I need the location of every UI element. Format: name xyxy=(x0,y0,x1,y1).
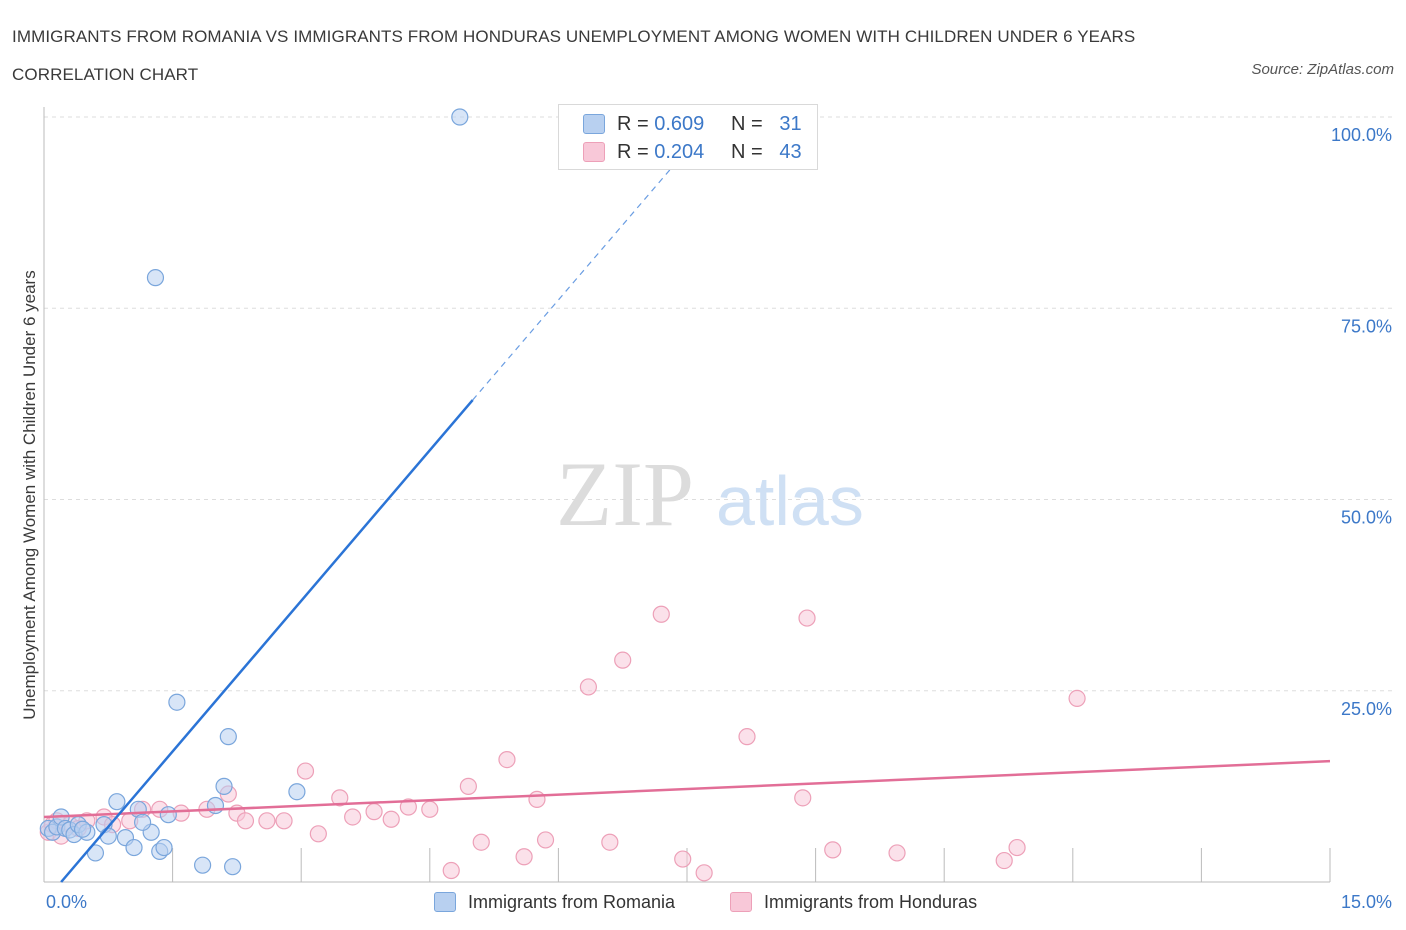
legend-n-value: 43 xyxy=(779,140,802,163)
romania-point xyxy=(451,108,469,126)
legend-r-label: R = xyxy=(617,140,655,163)
legend-n-value: 31 xyxy=(779,112,802,135)
honduras-point xyxy=(652,605,670,623)
honduras-point xyxy=(794,789,812,807)
bottom-legend-romania: Immigrants from Romania xyxy=(434,889,675,915)
bottom-legend-label: Immigrants from Honduras xyxy=(764,891,978,912)
romania-points xyxy=(39,108,469,876)
romania-point xyxy=(194,856,212,874)
legend-r-value: 0.609 xyxy=(654,112,705,135)
legend-n-label: N = xyxy=(731,140,769,163)
watermark-atlas: atlas xyxy=(716,462,864,540)
watermark-zip: ZIP xyxy=(556,443,694,545)
honduras-point xyxy=(601,833,619,851)
y-tick-label: 75.0% xyxy=(1341,316,1392,336)
honduras-point xyxy=(382,810,400,828)
romania-trend-extension xyxy=(472,159,679,401)
honduras-point xyxy=(365,803,383,821)
x-tick-label: 15.0% xyxy=(1341,892,1392,912)
honduras-point xyxy=(309,825,327,843)
honduras-point xyxy=(344,808,362,826)
honduras-swatch xyxy=(730,892,752,912)
romania-point xyxy=(219,728,237,746)
honduras-point xyxy=(888,844,906,862)
honduras-point xyxy=(738,728,756,746)
honduras-points xyxy=(39,605,1086,882)
axes xyxy=(43,107,1331,883)
honduras-point xyxy=(296,762,315,780)
honduras-point xyxy=(695,864,713,882)
romania-point xyxy=(133,813,152,831)
honduras-point xyxy=(498,750,516,769)
honduras-point xyxy=(275,812,293,830)
honduras-point xyxy=(331,789,349,807)
grid-lines xyxy=(44,116,1392,692)
bottom-legend-honduras: Immigrants from Honduras xyxy=(730,889,977,915)
chart-title: IMMIGRANTS FROM ROMANIA VS IMMIGRANTS FR… xyxy=(12,27,1136,84)
honduras-point xyxy=(824,841,842,859)
watermark: ZIP atlas xyxy=(556,443,864,545)
romania-point xyxy=(224,858,242,876)
honduras-point xyxy=(421,800,439,818)
legend-r-value: 0.204 xyxy=(654,140,705,163)
romania-point xyxy=(159,806,177,824)
trend-lines xyxy=(43,159,1331,883)
legend-n-label: N = xyxy=(731,112,769,135)
romania-point xyxy=(215,777,233,795)
honduras-point xyxy=(515,848,533,866)
honduras-point xyxy=(798,609,816,627)
honduras-point xyxy=(995,851,1013,870)
romania-point xyxy=(146,269,165,287)
y-tick-label: 50.0% xyxy=(1341,508,1392,528)
honduras-trend-line xyxy=(43,759,1331,819)
romania-swatch xyxy=(434,892,456,912)
romania-point xyxy=(168,693,186,711)
honduras-point xyxy=(399,798,417,816)
source-label: Source: ZipAtlas.com xyxy=(1251,61,1394,78)
legend-r-label: R = xyxy=(617,112,655,135)
honduras-point xyxy=(1068,689,1086,708)
romania-point xyxy=(73,820,92,838)
honduras-point xyxy=(579,678,598,696)
honduras-point xyxy=(442,861,460,880)
honduras-point xyxy=(614,651,632,669)
honduras-point xyxy=(674,850,692,868)
correlation-legend: R = 0.609 N = 31 R = 0.204 N = 43 xyxy=(558,104,818,170)
romania-point xyxy=(108,793,126,811)
romania-point xyxy=(99,827,117,845)
honduras-point xyxy=(258,812,276,830)
honduras-point xyxy=(459,777,477,795)
tick-labels: 25.0% 50.0% 75.0% 100.0% 0.0% 15.0% xyxy=(46,125,1392,912)
honduras-point xyxy=(536,831,555,849)
bottom-legend-label: Immigrants from Romania xyxy=(468,891,676,912)
romania-point xyxy=(155,838,173,857)
romania-swatch xyxy=(583,114,605,134)
honduras-point xyxy=(236,812,255,830)
honduras-point xyxy=(472,833,490,851)
honduras-swatch xyxy=(583,142,605,162)
x-tick-label: 0.0% xyxy=(46,892,87,912)
honduras-point xyxy=(528,790,546,808)
romania-point xyxy=(288,783,306,801)
romania-point xyxy=(125,838,143,857)
y-tick-label: 100.0% xyxy=(1331,125,1392,145)
honduras-point xyxy=(1008,838,1026,857)
romania-point xyxy=(206,796,225,815)
romania-trend-line xyxy=(60,399,474,883)
y-tick-label: 25.0% xyxy=(1341,699,1392,719)
